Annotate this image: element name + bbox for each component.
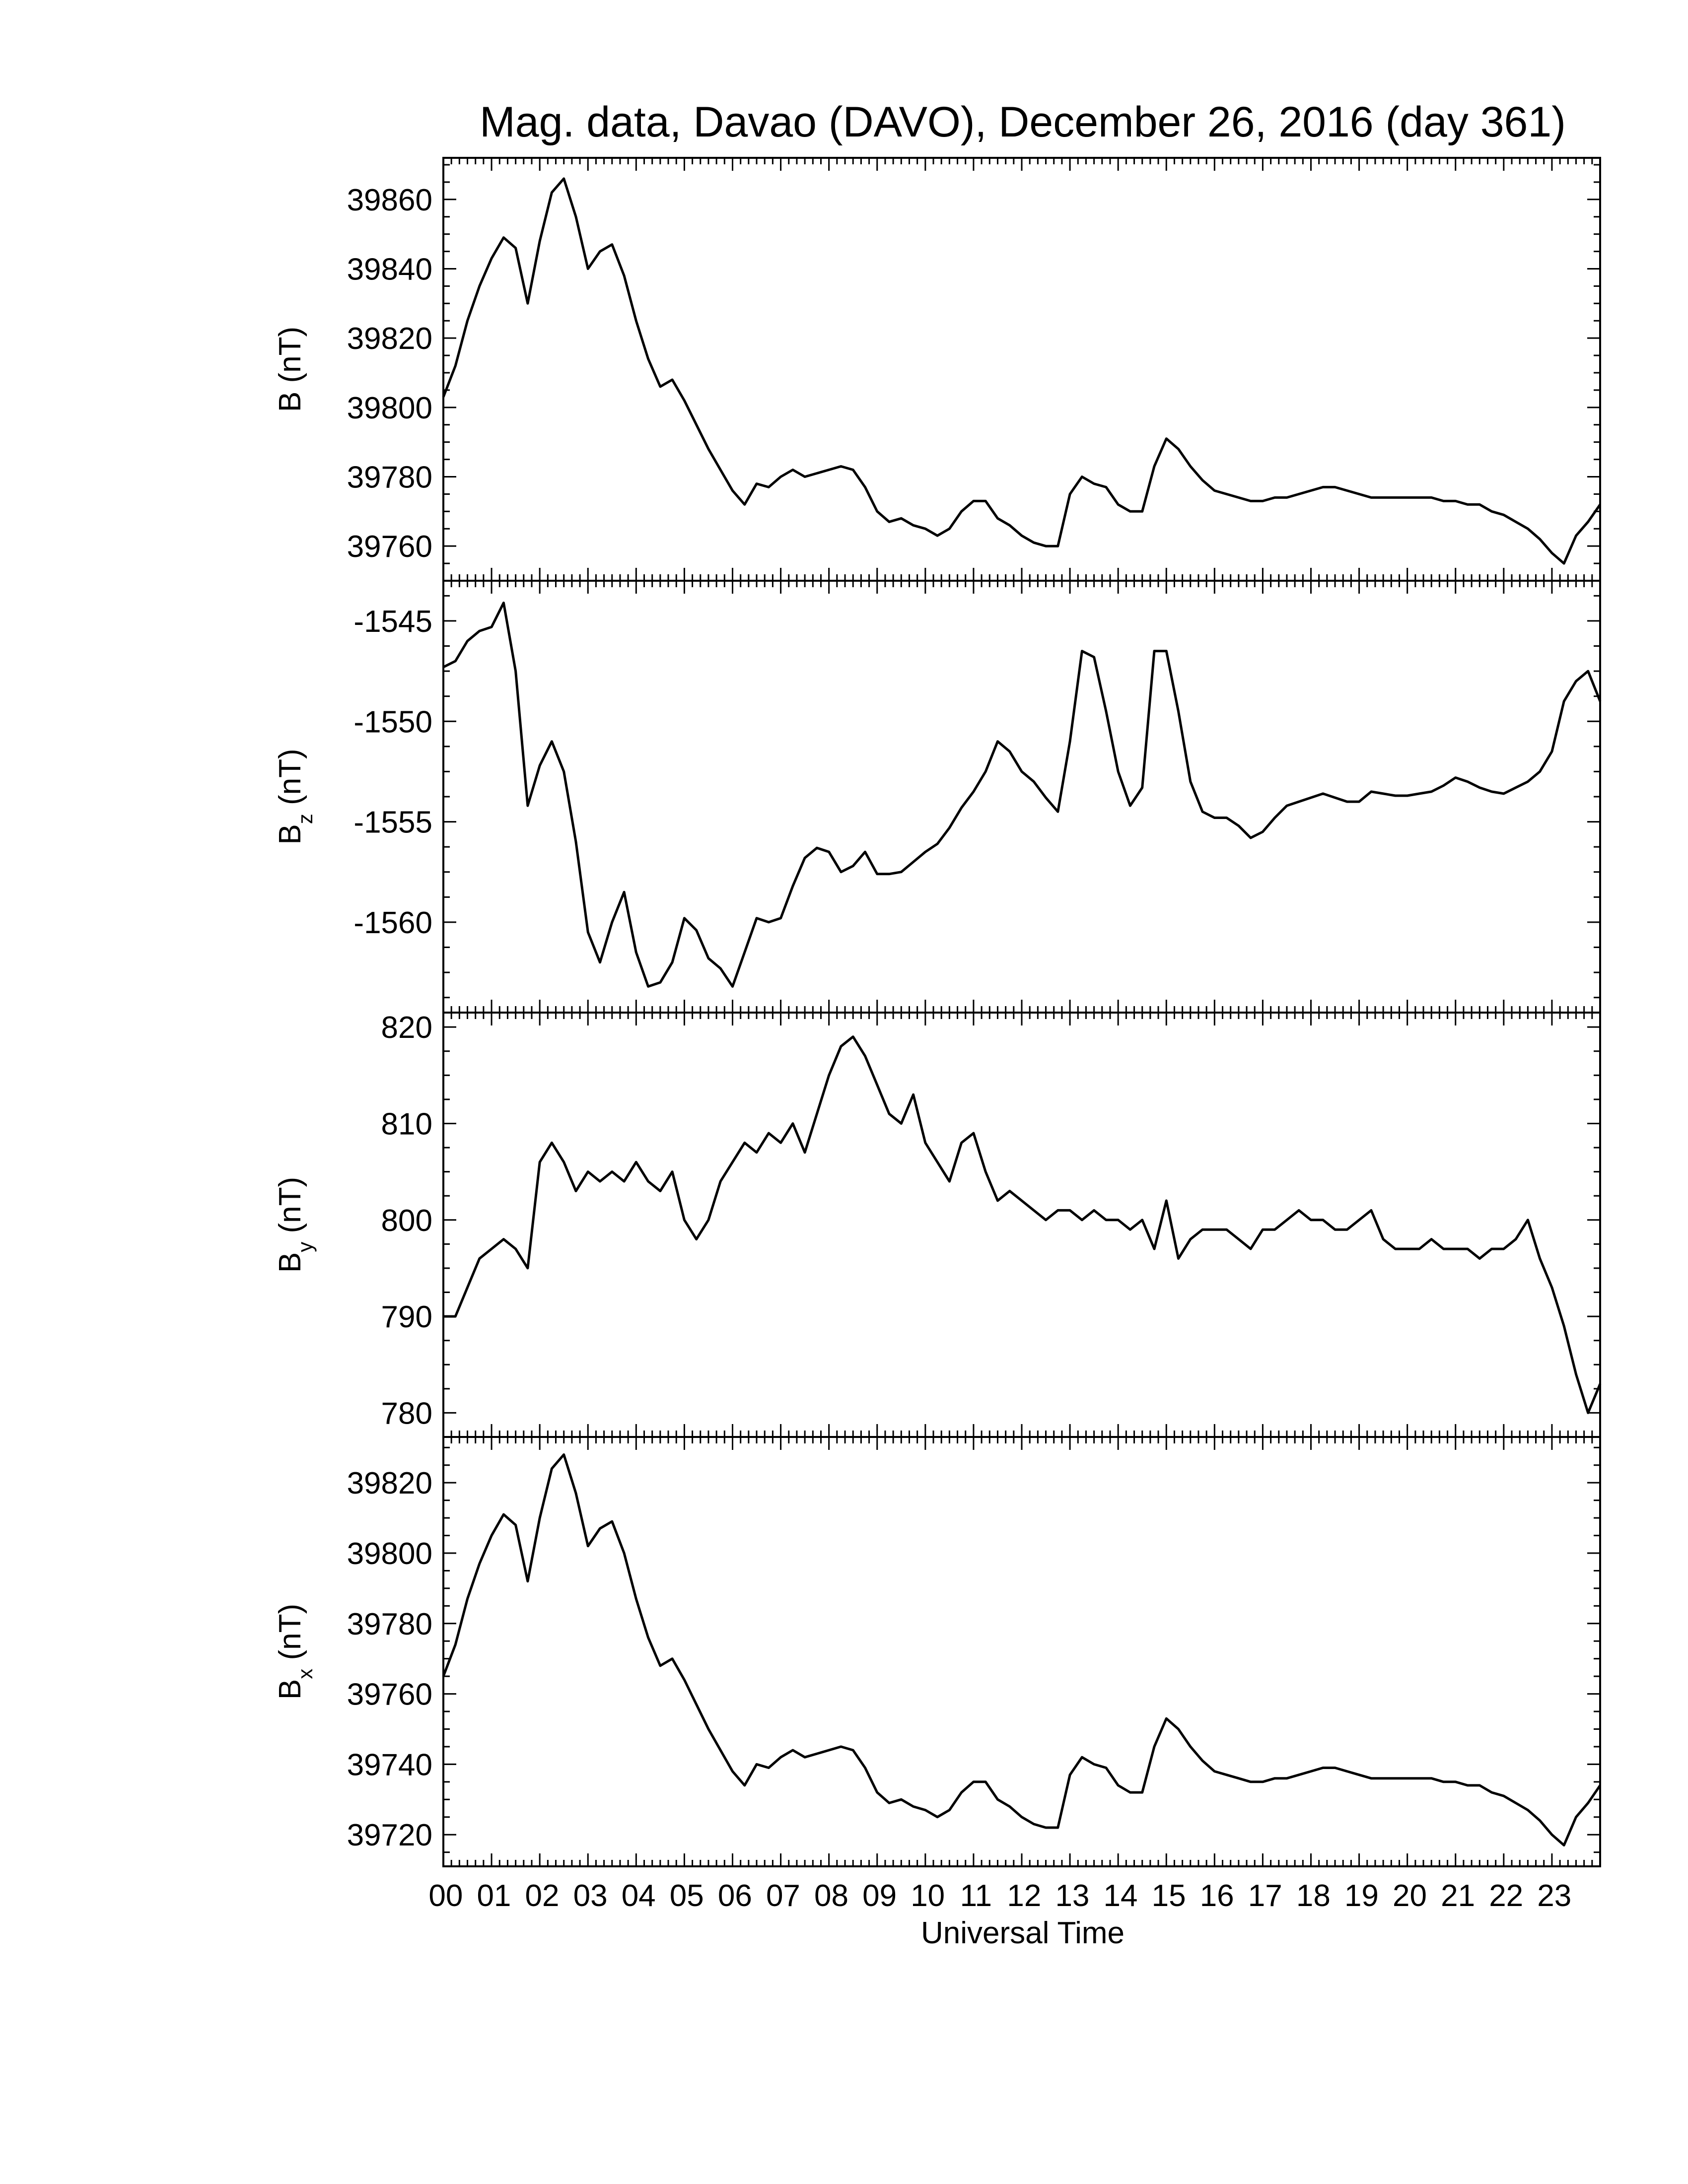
x-tick-label: 14 — [1104, 1879, 1138, 1913]
y-axis-label-unit: (nT) — [273, 749, 307, 814]
x-tick-label: 05 — [670, 1879, 704, 1913]
y-axis-label-subscript: x — [293, 1669, 317, 1679]
x-tick-label: 23 — [1537, 1879, 1571, 1913]
x-tick-label: 01 — [477, 1879, 511, 1913]
series-line — [442, 602, 1602, 988]
y-tick-label: 39760 — [347, 530, 432, 564]
y-tick-label: 39840 — [347, 252, 432, 286]
y-tick-label: -1560 — [353, 906, 432, 940]
panel-2: -1545 -1550 -1555 -1560 Bz (nT) — [273, 580, 1602, 1014]
y-tick-label: 39780 — [347, 1607, 432, 1641]
y-tick-label: 39800 — [347, 391, 432, 425]
x-tick-label: 18 — [1296, 1879, 1331, 1913]
y-axis-label-unit: (nT) — [273, 1604, 307, 1669]
y-axis-label: B (nT) — [273, 327, 307, 412]
x-tick-label: 22 — [1489, 1879, 1523, 1913]
x-tick-label: 11 — [960, 1879, 992, 1913]
y-tick-label: 39860 — [347, 183, 432, 217]
y-tick-label: 39720 — [347, 1818, 432, 1852]
y-axis-label: Bz (nT) — [273, 749, 317, 844]
panel-frame — [442, 580, 1601, 1014]
y-axis-label: By (nT) — [273, 1177, 317, 1273]
y-tick-label: 790 — [381, 1300, 432, 1334]
x-tick-label: 16 — [1200, 1879, 1234, 1913]
x-tick-label: 09 — [862, 1879, 897, 1913]
x-tick-label: 10 — [911, 1879, 945, 1913]
x-tick-label: 00 — [428, 1879, 463, 1913]
x-tick-label: 04 — [622, 1879, 656, 1913]
series-line — [442, 177, 1602, 565]
y-tick-label: 39740 — [347, 1748, 432, 1782]
y-axis-label-main: B — [273, 1679, 307, 1700]
x-tick-label: 15 — [1152, 1879, 1186, 1913]
panel-4: 39720 39740 39760 39780 39800 39820 Bx (nT) — [273, 1436, 1602, 1867]
y-axis-label-unit: (nT) — [273, 1177, 307, 1242]
x-tick-labels: 00 01 02 03 04 05 06 07 08 09 10 11 12 13 14 15 16 17 18 19… — [428, 1879, 1571, 1913]
y-tick-label: 780 — [381, 1396, 432, 1431]
chart-title: Mag. data, Davao (DAVO), December 26, 20… — [480, 98, 1566, 146]
x-tick-label: 19 — [1344, 1879, 1379, 1913]
y-tick-label: -1550 — [353, 705, 432, 739]
y-axis-label-main: B — [273, 824, 307, 844]
y-axis-label-subscript: z — [293, 814, 317, 824]
x-tick-label: 20 — [1393, 1879, 1427, 1913]
y-tick-label: 810 — [381, 1107, 432, 1141]
x-tick-label: 07 — [766, 1879, 800, 1913]
series-line — [442, 1453, 1602, 1846]
x-tick-label: 21 — [1441, 1879, 1475, 1913]
panel-frame — [442, 157, 1601, 582]
panel-3: 780 790 800 810 820 By (nT) — [273, 1011, 1602, 1438]
y-axis-label-subscript: y — [293, 1242, 317, 1252]
series-line — [443, 1035, 1602, 1414]
x-tick-label: 02 — [525, 1879, 560, 1913]
x-tick-label: 17 — [1248, 1879, 1282, 1913]
panel-frame — [442, 1436, 1601, 1867]
y-axis-label-unit: (nT) — [273, 327, 307, 392]
y-tick-label: -1555 — [353, 806, 432, 840]
y-tick-label: 39820 — [347, 1466, 432, 1501]
x-tick-label: 12 — [1007, 1879, 1041, 1913]
y-tick-label: 39800 — [347, 1537, 432, 1571]
x-tick-label: 06 — [718, 1879, 752, 1913]
y-axis-label-main: B — [273, 392, 307, 412]
y-tick-label: 800 — [381, 1204, 432, 1238]
x-axis-label: Universal Time — [921, 1916, 1125, 1950]
y-tick-label: 39760 — [347, 1678, 432, 1712]
y-tick-label: 39820 — [347, 322, 432, 356]
x-tick-label: 03 — [573, 1879, 608, 1913]
x-tick-label: 13 — [1055, 1879, 1089, 1913]
y-tick-label: 820 — [381, 1011, 432, 1045]
y-axis-label-main: B — [273, 1252, 307, 1273]
panel-frame — [442, 1012, 1601, 1438]
y-tick-label: 39780 — [347, 460, 432, 494]
x-tick-label: 08 — [814, 1879, 848, 1913]
y-tick-label: -1545 — [353, 605, 432, 639]
y-axis-label: Bx (nT) — [273, 1604, 317, 1700]
panel-1: 39760 39780 39800 39820 39840 39860 B (nT) — [273, 157, 1602, 582]
